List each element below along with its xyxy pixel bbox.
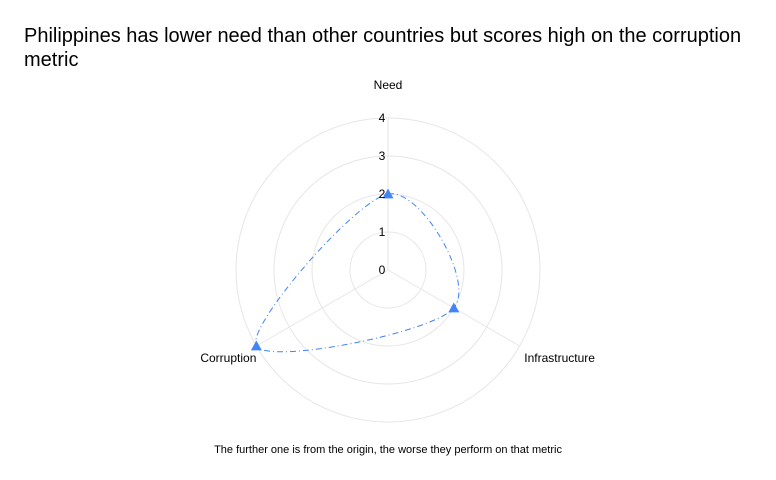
tick-label: 4	[379, 111, 386, 125]
series-line	[255, 193, 460, 353]
axis-label-need: Need	[374, 78, 403, 92]
tick-label: 0	[379, 263, 386, 277]
axis-label-infrastructure: Infrastructure	[524, 351, 595, 365]
tick-label: 2	[379, 187, 386, 201]
data-point-corruption[interactable]	[250, 340, 262, 351]
axis-label-corruption: Corruption	[200, 351, 256, 365]
tick-label: 3	[379, 149, 386, 163]
radial-tick-labels: 0 1 2 3 4	[379, 111, 386, 277]
data-point-infrastructure[interactable]	[448, 302, 460, 313]
chart-annotation: The further one is from the origin, the …	[214, 444, 562, 456]
chart-title: Philippines has lower need than other co…	[24, 25, 742, 71]
axis-spoke	[256, 269, 389, 347]
radar-series	[250, 188, 460, 353]
tick-label: 1	[379, 225, 386, 239]
radar-spokes	[256, 118, 520, 347]
axis-labels: Need Infrastructure Corruption	[200, 78, 595, 365]
data-point-need[interactable]	[382, 188, 394, 199]
